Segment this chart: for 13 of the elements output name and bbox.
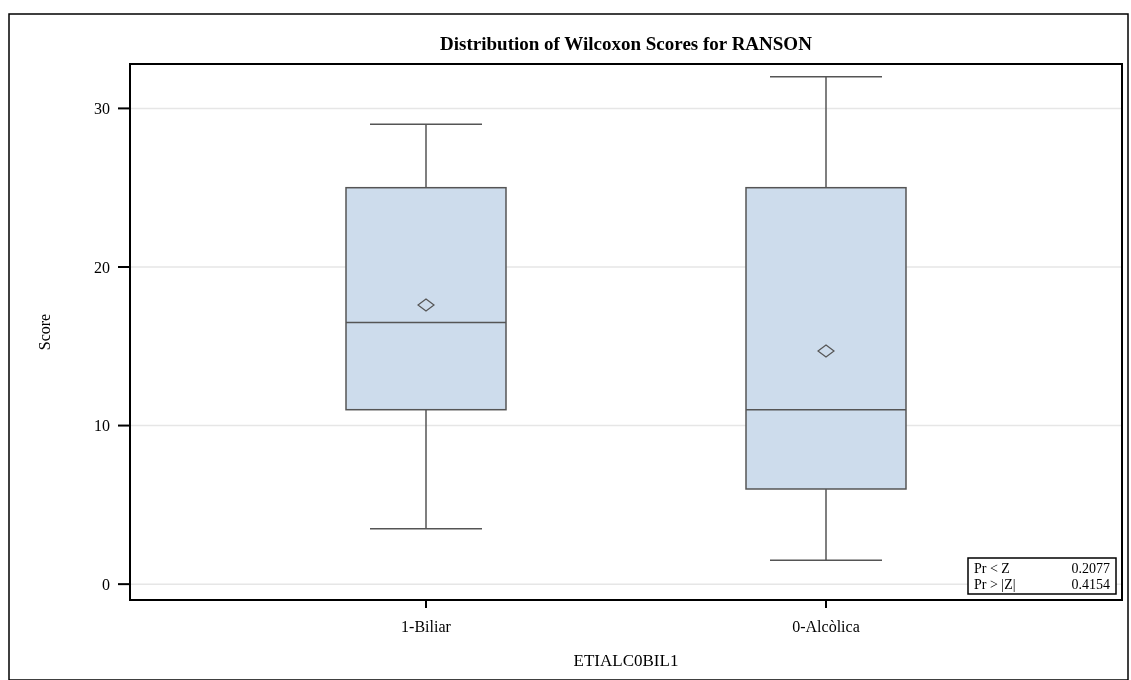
y-axis-title: Score bbox=[36, 313, 53, 351]
x-tick-label: 1-Biliar bbox=[401, 618, 452, 635]
y-tick-label: 0 bbox=[102, 575, 110, 593]
y-tick-label: 20 bbox=[94, 258, 110, 276]
annotation: 0.4154 bbox=[1071, 577, 1110, 592]
chart-title: Distribution of Wilcoxon Scores for RANSON bbox=[440, 33, 813, 54]
annotation: Pr < Z bbox=[974, 561, 1010, 576]
annotation: Pr > |Z| bbox=[974, 577, 1016, 592]
y-tick-label: 30 bbox=[94, 100, 110, 117]
x-tick-label: 0-Alcòlica bbox=[792, 618, 860, 635]
annotation: 0.2077 bbox=[1071, 561, 1110, 576]
x-axis-title: ETIALC0BIL1 bbox=[573, 651, 679, 670]
y-tick-label: 10 bbox=[94, 417, 110, 435]
